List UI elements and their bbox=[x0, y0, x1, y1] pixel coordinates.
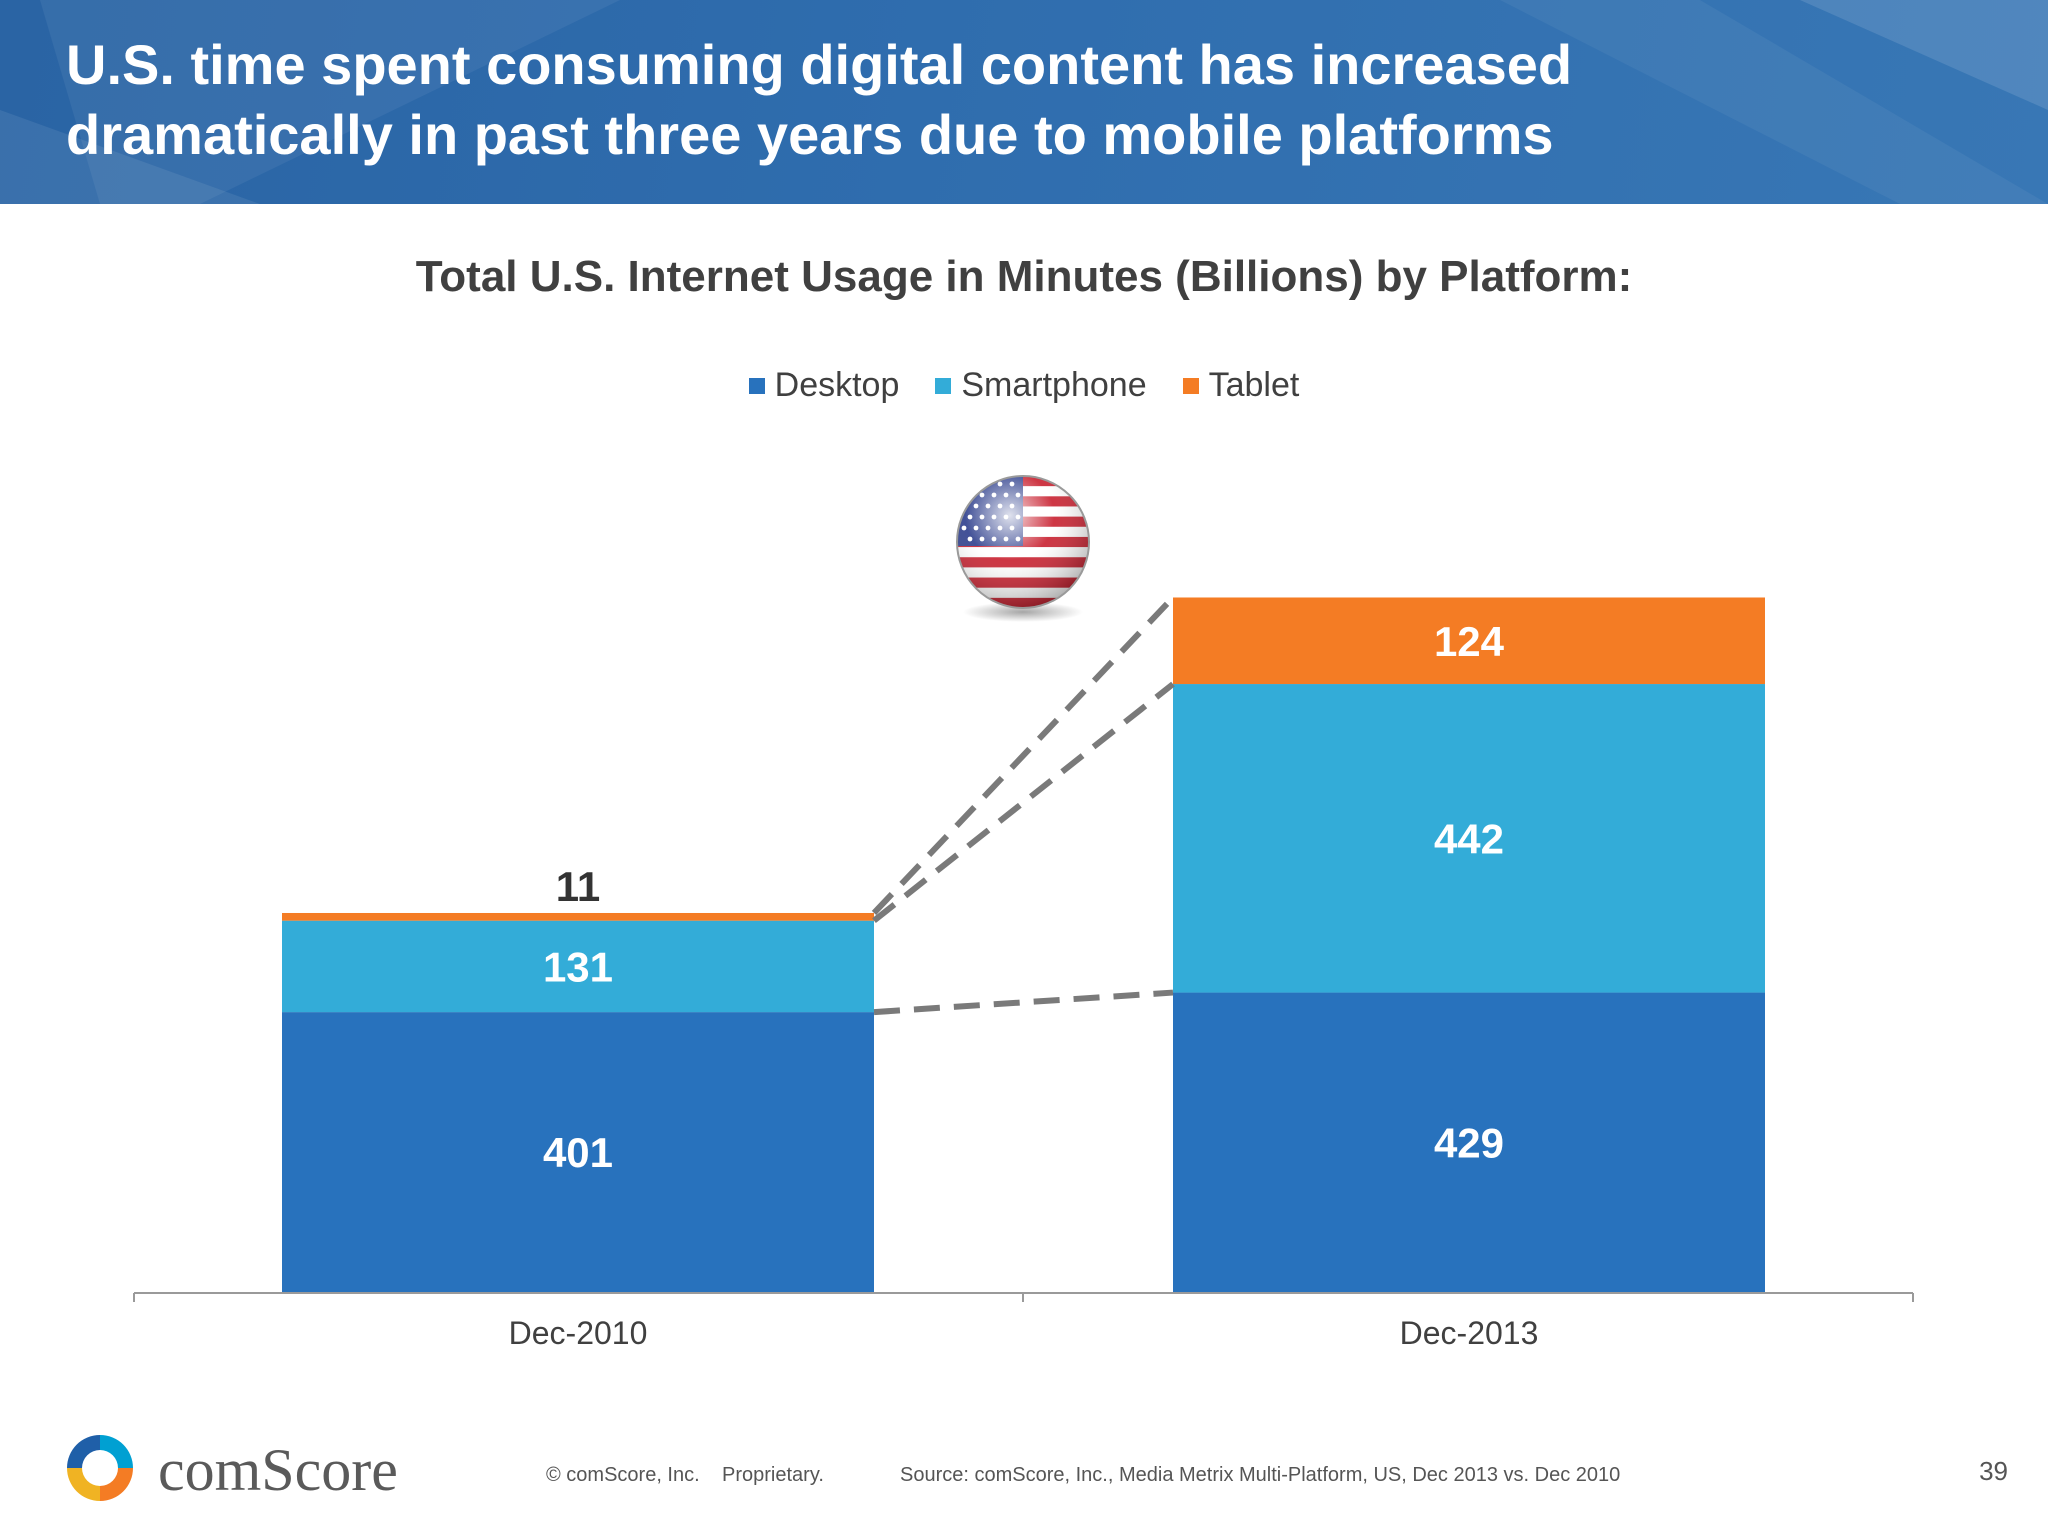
data-label-tablet-dec-2010: 11 bbox=[556, 863, 600, 910]
data-labels-layer: 401 131 11 429 442 124 bbox=[543, 618, 1505, 1176]
footer-proprietary: Proprietary. bbox=[722, 1464, 824, 1486]
slide-title-line-1: U.S. time spent consuming digital conten… bbox=[66, 33, 1573, 96]
footer-copyright: © comScore, Inc. bbox=[546, 1464, 700, 1486]
bar-tablet-dec-2013 bbox=[1173, 597, 1765, 685]
legend-item-tablet: Tablet bbox=[1182, 366, 1300, 405]
header-decoration bbox=[0, 0, 2048, 204]
bar-tablet-dec-2010 bbox=[282, 912, 874, 921]
legend-label-smartphone: Smartphone bbox=[961, 366, 1147, 404]
chart-title: Total U.S. Internet Usage in Minutes (Bi… bbox=[415, 252, 1633, 301]
legend-item-desktop: Desktop bbox=[748, 366, 900, 405]
legend-swatch-smartphone bbox=[935, 377, 952, 394]
footer-source: Source: comScore, Inc., Media Metrix Mul… bbox=[900, 1464, 1621, 1486]
data-label-desktop-dec-2013: 429 bbox=[1434, 1119, 1504, 1166]
comscore-logo-text: comScore bbox=[158, 1437, 398, 1503]
data-label-desktop-dec-2010: 401 bbox=[543, 1129, 613, 1176]
legend-swatch-tablet bbox=[1182, 377, 1199, 394]
x-axis: Dec-2010 Dec-2013 bbox=[133, 1292, 1914, 1351]
connector-lines bbox=[871, 595, 1176, 1016]
flag-star bbox=[973, 481, 979, 487]
bar-desktop-dec-2013 bbox=[1173, 992, 1765, 1292]
connector-line-smartphone bbox=[872, 681, 1175, 924]
legend-label-desktop: Desktop bbox=[774, 366, 900, 404]
slide-header: U.S. time spent consuming digital conten… bbox=[0, 0, 2048, 204]
comscore-logo-icon bbox=[67, 1435, 133, 1501]
legend-item-smartphone: Smartphone bbox=[935, 366, 1147, 405]
flag-star bbox=[961, 481, 967, 487]
slide-title: U.S. time spent consuming digital conten… bbox=[66, 30, 1966, 170]
x-tick-label-dec-2013: Dec-2013 bbox=[1400, 1315, 1539, 1351]
bars-layer bbox=[282, 597, 1765, 1292]
connector-line-desktop bbox=[873, 989, 1174, 1016]
bar-smartphone-dec-2010 bbox=[282, 920, 874, 1013]
legend-swatch-desktop bbox=[748, 377, 765, 394]
bar-smartphone-dec-2013 bbox=[1173, 684, 1765, 993]
page-number: 39 bbox=[1979, 1456, 2008, 1486]
connector-line-tablet bbox=[871, 595, 1176, 916]
slide-title-line-2: dramatically in past three years due to … bbox=[66, 103, 1554, 166]
comscore-logo: comScore bbox=[67, 1435, 398, 1503]
flag-star bbox=[967, 492, 973, 498]
x-tick-label-dec-2010: Dec-2010 bbox=[509, 1315, 648, 1351]
chart-legend: Desktop Smartphone Tablet bbox=[0, 366, 2048, 405]
us-flag-globe-icon bbox=[956, 475, 1090, 622]
data-label-tablet-dec-2013: 124 bbox=[1434, 618, 1505, 665]
data-label-smartphone-dec-2010: 131 bbox=[543, 943, 613, 990]
bar-desktop-dec-2010 bbox=[282, 1012, 874, 1292]
legend-label-tablet: Tablet bbox=[1208, 366, 1300, 404]
data-label-smartphone-dec-2013: 442 bbox=[1434, 815, 1504, 862]
